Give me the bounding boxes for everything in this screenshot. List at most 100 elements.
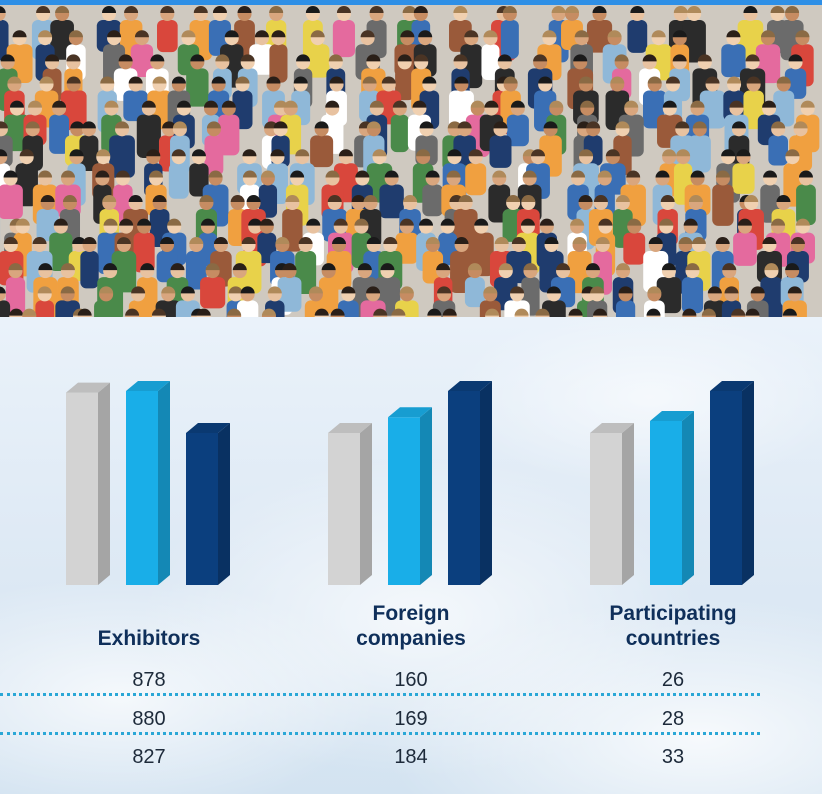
- crowd-person: [306, 30, 330, 78]
- table-cell: 827: [132, 746, 166, 768]
- crowd-person: [681, 263, 704, 314]
- crowd-person: [391, 308, 406, 317]
- crowd-person: [535, 308, 550, 317]
- crowd-person: [427, 308, 442, 317]
- crowd-person: [701, 308, 716, 317]
- table-cell: 184: [394, 746, 428, 768]
- crowd-person: [465, 149, 487, 196]
- table-cell: 28: [661, 708, 685, 730]
- crowd-person: [395, 54, 415, 101]
- table-cell: 160: [394, 669, 428, 691]
- bar-charts: [66, 381, 754, 585]
- crowd-illustration: [0, 0, 822, 317]
- crowd-person: [796, 170, 816, 226]
- crowd-person: [196, 308, 211, 317]
- crowd-person: [0, 170, 23, 220]
- bar: [126, 381, 170, 585]
- crowd-person: [627, 6, 648, 53]
- crowd-person: [623, 218, 646, 265]
- crowd-person: [568, 308, 583, 317]
- bar: [448, 381, 492, 585]
- crowd-person: [615, 286, 636, 317]
- crowd-person: [22, 308, 37, 317]
- crowd-person: [485, 308, 500, 317]
- crowd-person: [128, 286, 148, 317]
- crowd-person: [168, 149, 189, 199]
- crowd-photo: [0, 0, 822, 317]
- crowd-person: [79, 121, 99, 171]
- crowd-person: [130, 30, 154, 78]
- crowd-person: [261, 308, 276, 317]
- crowd-person: [422, 170, 443, 217]
- bar: [710, 381, 754, 585]
- crowd-person: [35, 286, 55, 317]
- crowd-person: [314, 308, 329, 317]
- crowd-person: [94, 286, 119, 317]
- crowd-person: [721, 30, 746, 78]
- crowd-person: [506, 100, 529, 147]
- crowd-person: [468, 218, 494, 277]
- row-divider: [0, 732, 760, 735]
- crowd-person: [332, 6, 355, 58]
- crowd-person: [411, 54, 432, 112]
- bar: [328, 423, 372, 585]
- crowd-person: [49, 218, 73, 271]
- crowd-person: [732, 149, 755, 194]
- crowd-person: [442, 308, 457, 317]
- crowd-person: [136, 100, 161, 158]
- table-cell: 26: [661, 669, 685, 691]
- crowd-person: [733, 218, 757, 266]
- title-line: Foreign: [372, 602, 450, 625]
- crowd-person: [49, 100, 70, 154]
- crowd-person: [123, 76, 148, 122]
- crowd-person: [5, 263, 26, 317]
- crowd-person: [745, 308, 760, 317]
- title-line: companies: [356, 627, 466, 650]
- crowd-person: [449, 6, 472, 52]
- crowd-person: [249, 30, 275, 75]
- crowd-person: [200, 263, 226, 309]
- crowd-person: [326, 237, 352, 290]
- crowd-person: [269, 30, 288, 83]
- group-title-foreign-companies: Foreign companies: [311, 601, 511, 651]
- row-divider: [0, 693, 760, 696]
- crowd-person: [109, 121, 135, 178]
- bar: [388, 407, 432, 585]
- crowd-person: [258, 170, 278, 218]
- crowd-person: [204, 121, 224, 176]
- crowd-person: [0, 6, 9, 61]
- bar: [650, 411, 694, 585]
- table-cell: 880: [132, 708, 166, 730]
- crowd-person: [390, 100, 409, 153]
- crowd-person: [379, 170, 404, 219]
- title-line: Participating: [609, 602, 737, 625]
- crowd-person: [500, 6, 519, 59]
- crowd-person: [373, 308, 388, 317]
- crowd-person: [151, 308, 166, 317]
- crowd-person: [682, 308, 697, 317]
- crowd-person: [542, 286, 566, 317]
- crowd-person: [330, 308, 345, 317]
- crowd-person: [646, 308, 661, 317]
- crowd-person: [186, 54, 209, 107]
- crowd-person: [757, 100, 781, 146]
- crowd-person: [481, 30, 500, 80]
- crowd-person: [712, 170, 734, 226]
- crowd-person: [125, 308, 140, 317]
- group-title-exhibitors: Exhibitors: [49, 626, 249, 651]
- top-accent-bar: [0, 0, 822, 5]
- crowd-person: [227, 308, 242, 317]
- crowd-person: [586, 6, 613, 53]
- bar: [186, 423, 230, 585]
- bar: [590, 423, 634, 585]
- crowd-person: [731, 308, 746, 317]
- crowd-person: [133, 218, 155, 273]
- crowd-person: [149, 195, 170, 248]
- crowd-person: [782, 308, 797, 317]
- crowd-person: [9, 308, 24, 317]
- crowd-person: [688, 121, 711, 173]
- crowd-person: [236, 286, 259, 317]
- crowd-person: [514, 308, 529, 317]
- crowd-person: [782, 286, 807, 317]
- title-line: countries: [625, 627, 721, 650]
